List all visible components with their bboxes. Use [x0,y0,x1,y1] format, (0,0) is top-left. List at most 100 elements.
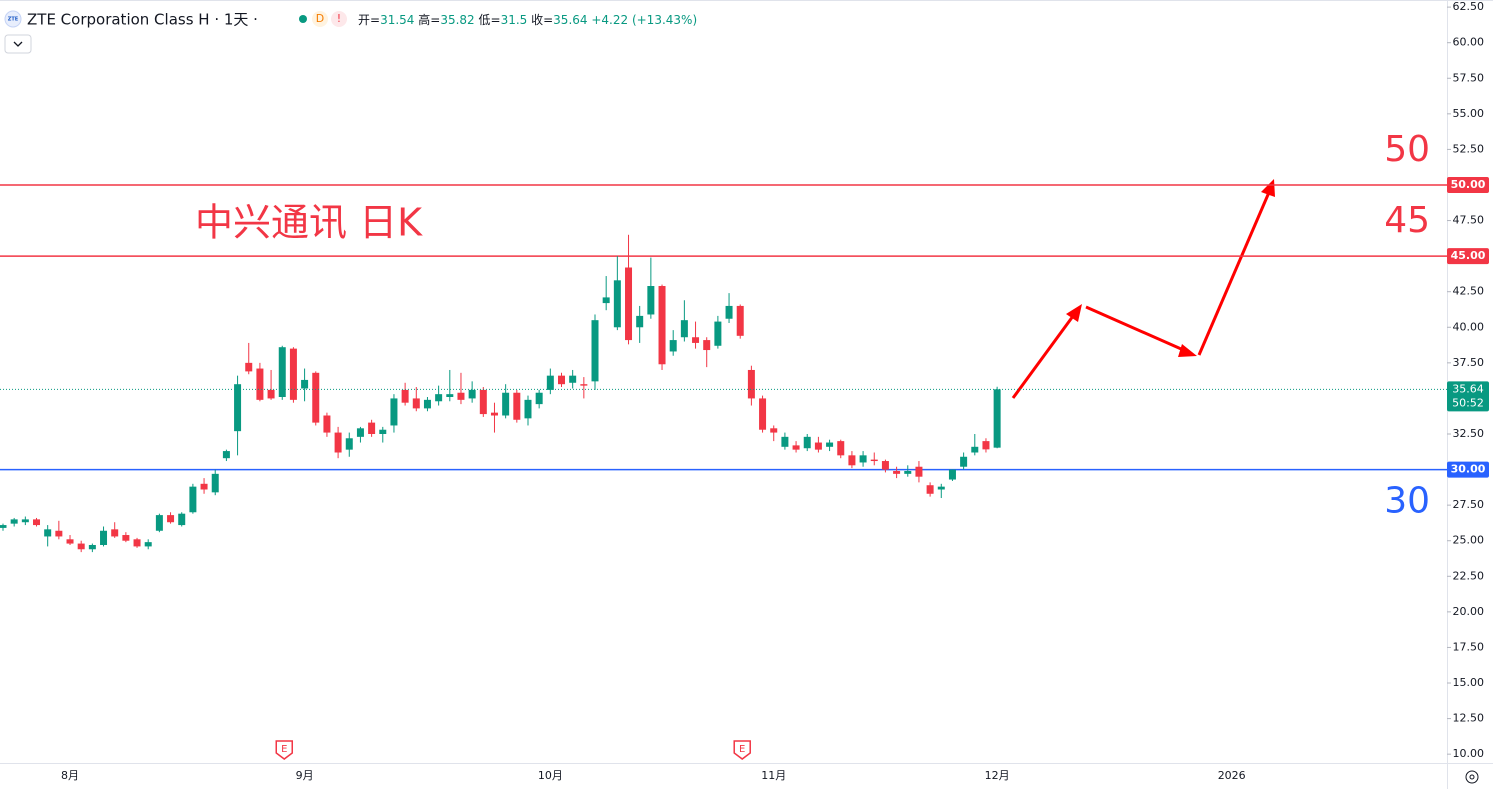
y-tick-label: 37.50 [1453,356,1485,369]
candle-body [289,348,297,400]
ohlc-label: 高= [418,12,440,27]
chevron [13,41,23,47]
candle-body [803,436,811,449]
level-note: 30 [1384,481,1430,522]
y-tick-label: 22.50 [1453,569,1485,582]
candle-body [926,485,934,494]
candle-body [558,375,565,385]
x-tick-label: 10月 [538,769,563,782]
badge-text: D [316,12,324,25]
candle-body [680,320,688,338]
candle-body [580,384,588,386]
candle-body [133,539,141,547]
candle-body [725,305,733,319]
candle-body [736,305,744,336]
candle-body [647,286,655,315]
candle-body [21,519,29,523]
candle-body [323,415,331,433]
candle-body [826,442,834,447]
candle-body [379,429,387,434]
ohlc-label: 低= [479,13,501,27]
candle-body [189,486,197,513]
level-tag [1447,461,1489,478]
candle-body [535,392,543,405]
candle-body [971,446,979,453]
y-tick-label: 17.50 [1453,640,1485,653]
candle-body [569,375,577,383]
candle-body [814,442,822,450]
candle-body [602,297,610,304]
candle-body [870,459,878,462]
countdown: 50:52 [1452,396,1484,409]
candle-body [502,392,510,416]
candle-body [144,542,152,547]
candle-body [222,451,230,459]
candle-body [88,544,96,550]
candle-body [446,394,454,398]
candle-body [33,519,41,526]
ohlc: 开=31.54 高=35.82 低=31.5 收=35.64 +4.22 (+1… [358,12,697,27]
y-tick-label: 27.50 [1453,498,1485,511]
candle-body [636,315,644,328]
chart-title: 中兴通讯 日K [195,201,423,245]
x-tick-label: 2026 [1218,769,1246,782]
candle-body [345,438,353,450]
candle-body [881,461,889,470]
candle-body [356,428,364,437]
y-tick-label: 57.50 [1453,71,1485,84]
candle-body [848,455,856,466]
candle-body [546,375,554,390]
candle-body [100,530,108,545]
symbol[interactable]: ZTE Corporation Class H · 1天 · [27,11,258,29]
candle-body [859,455,867,463]
y-tick-label: 42.50 [1453,285,1485,298]
earnings-label: E [739,744,745,755]
candle-body [524,399,532,419]
level-tag [1447,176,1489,193]
candle-body [669,340,677,352]
candle-body [893,470,901,474]
candle-body [200,483,208,490]
logo-text: ZTE [8,17,19,23]
candle-body [792,445,800,450]
candle-body [111,529,119,537]
candle-body [245,362,253,372]
ohlc-value: 31.5 [501,13,528,27]
candle-body [479,389,487,415]
ohlc-label: 收= [531,13,553,27]
settings-icon[interactable] [1465,770,1479,784]
candle-body [948,469,956,480]
earnings-marker [733,740,751,760]
candle-body [993,389,1001,448]
badge[interactable] [331,11,347,27]
level-tag [1447,248,1489,265]
y-tick-label: 62.50 [1453,0,1485,13]
level-note: 50 [1384,129,1430,170]
candle-body [625,267,633,341]
candle-body [122,535,130,541]
candle-body [904,470,912,474]
level-tag-text: 30.00 [1451,463,1486,476]
change: +4.22 (+13.43%) [591,13,697,27]
ohlc-value: 35.64 [553,13,587,27]
candle-body [837,441,845,456]
last-price-text: 35.64 [1452,382,1484,395]
y-tick-label: 47.50 [1453,214,1485,227]
candle-body [234,384,242,432]
candle-body [0,525,7,528]
candle-body [301,379,309,389]
forecast-arrows [1011,179,1275,399]
candle-body [55,530,63,537]
x-tick-label: 8月 [61,769,79,782]
last-price-tag [1447,381,1489,412]
y-tick-label: 32.50 [1453,427,1485,440]
candle-body [781,436,789,447]
candle-body [211,473,219,493]
level-tag-text: 50.00 [1451,178,1486,191]
collapse-button[interactable] [4,34,32,54]
badge[interactable] [312,11,328,27]
badge-text: ! [337,12,341,25]
y-tick-label: 52.50 [1453,142,1485,155]
level-note: 45 [1384,200,1430,241]
